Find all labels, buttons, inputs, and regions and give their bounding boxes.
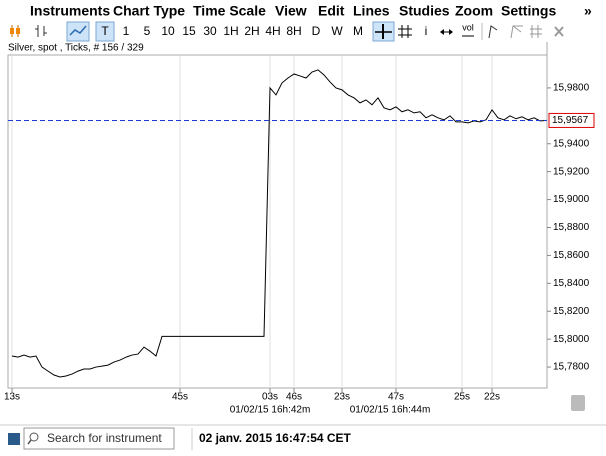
trendline-icon[interactable] bbox=[488, 25, 498, 39]
menu-item[interactable]: Settings bbox=[501, 3, 556, 19]
toolbar-button[interactable]: W bbox=[331, 24, 343, 38]
x-date-label: 01/02/15 16h:44m bbox=[350, 405, 431, 416]
price-line bbox=[11, 69, 547, 378]
status-datetime: 02 janv. 2015 16:47:54 CET bbox=[199, 431, 352, 445]
menu-item[interactable]: Chart Type bbox=[113, 3, 185, 19]
menu-item[interactable]: Lines bbox=[353, 3, 390, 19]
menu-item[interactable]: Instruments bbox=[30, 3, 110, 19]
fan-icon[interactable] bbox=[510, 25, 523, 39]
menu-item[interactable]: Zoom bbox=[455, 3, 493, 19]
x-date-label: 01/02/15 16h:42m bbox=[230, 405, 311, 416]
toolbar-button[interactable]: 4H bbox=[265, 24, 280, 38]
y-tick-label: 15,8200 bbox=[553, 306, 590, 317]
toolbar-button[interactable]: 1 bbox=[123, 24, 130, 38]
toolbar-button[interactable]: D bbox=[312, 24, 321, 38]
grid-icon[interactable] bbox=[398, 25, 412, 38]
toolbar-button[interactable]: T bbox=[101, 24, 109, 38]
y-tick-label: 15,7800 bbox=[553, 362, 590, 373]
crosshair-icon bbox=[375, 24, 392, 39]
toolbar-button[interactable]: 8H bbox=[286, 24, 301, 38]
menu-item[interactable]: Studies bbox=[399, 3, 450, 19]
y-tick-label: 15,8800 bbox=[553, 222, 590, 233]
y-tick-label: 15,9800 bbox=[553, 83, 590, 94]
toolbar-button[interactable]: 5 bbox=[144, 24, 151, 38]
toolbar-button[interactable]: 2H bbox=[244, 24, 259, 38]
candle-icon[interactable] bbox=[10, 25, 20, 37]
x-tick-label: 47s bbox=[388, 392, 404, 403]
scroll-icon[interactable] bbox=[571, 395, 585, 411]
y-tick-label: 15,8600 bbox=[553, 250, 590, 261]
y-tick-label: 15,9000 bbox=[553, 194, 590, 205]
x-tick-label: 13s bbox=[4, 392, 20, 403]
line-icon bbox=[69, 25, 87, 36]
status-icon[interactable] bbox=[8, 433, 20, 445]
x-tick-label: 45s bbox=[172, 392, 188, 403]
toolbar-button[interactable]: 15 bbox=[182, 24, 196, 38]
y-tick-label: 15,9200 bbox=[553, 166, 590, 177]
plot: 13s 45s 03s 46s 23s 47s 25s 22s 01/02/15 16h:42m… bbox=[4, 55, 595, 416]
current-price-box bbox=[548, 112, 595, 128]
menu-item[interactable]: Edit bbox=[318, 3, 345, 19]
x-tick-label: 25s bbox=[454, 392, 470, 403]
search-icon bbox=[27, 439, 32, 445]
y-tick-label: 15,8400 bbox=[553, 278, 590, 289]
x-tick-label: 03s bbox=[262, 392, 278, 403]
search-box[interactable] bbox=[23, 427, 175, 450]
remove-icon[interactable] bbox=[554, 26, 564, 37]
toolbar-button[interactable]: 1H bbox=[223, 24, 238, 38]
menu-item[interactable]: View bbox=[275, 3, 307, 19]
search-placeholder[interactable]: Search for instrument bbox=[47, 431, 162, 445]
toolbar-button[interactable]: M bbox=[353, 24, 363, 38]
toolbar-button[interactable]: 30 bbox=[203, 24, 217, 38]
arrows-icon[interactable] bbox=[440, 29, 453, 35]
toolbar-button-active[interactable] bbox=[95, 21, 115, 42]
chart-title: Silver, spot , Ticks, # 156 / 329 bbox=[8, 43, 144, 54]
toolbar-button[interactable]: 10 bbox=[161, 24, 175, 38]
y-tick-label: 15,9400 bbox=[553, 138, 590, 149]
bar-icon[interactable] bbox=[35, 25, 47, 37]
fib-icon[interactable] bbox=[530, 25, 542, 38]
x-tick-label: 23s bbox=[334, 392, 350, 403]
current-price-label: 15,9567 bbox=[552, 115, 589, 126]
search-icon bbox=[29, 432, 39, 442]
menu-item[interactable]: Time Scale bbox=[193, 3, 266, 19]
menu-more[interactable]: » bbox=[584, 3, 592, 19]
y-tick-label: 15,8000 bbox=[553, 334, 590, 345]
toolbar-button[interactable]: i bbox=[425, 24, 428, 38]
x-tick-label: 46s bbox=[286, 392, 302, 403]
toolbar-button[interactable]: vol bbox=[462, 22, 474, 32]
x-tick-label: 22s bbox=[484, 392, 500, 403]
